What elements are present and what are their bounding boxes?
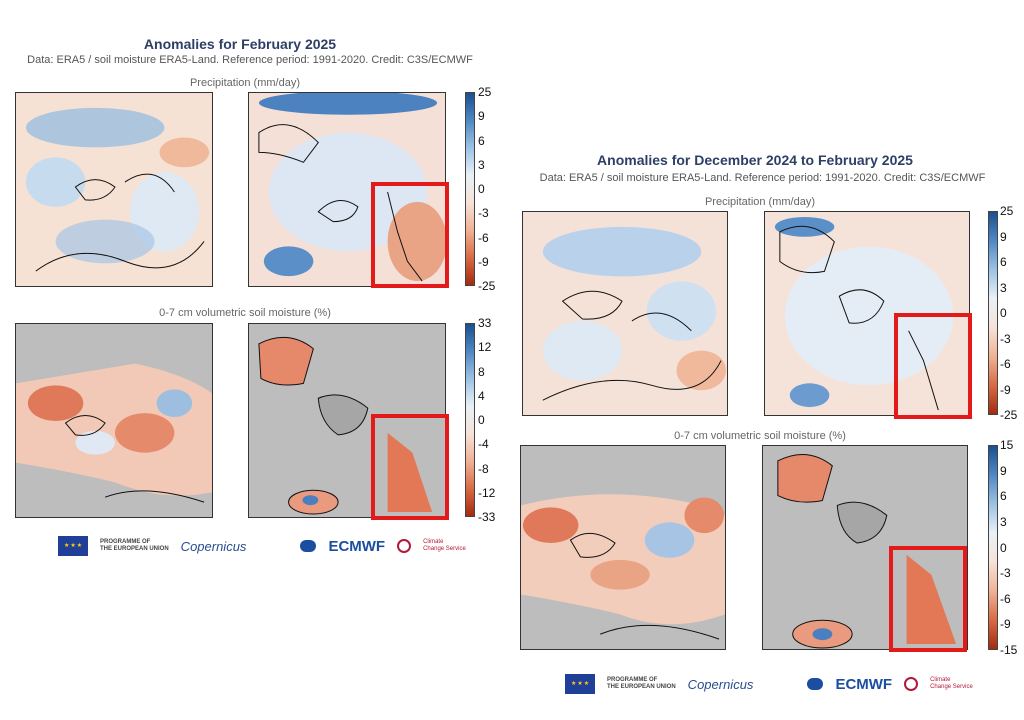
right-precip-label: Precipitation (mm/day) <box>704 196 816 208</box>
right-panel-subtitle: Data: ERA5 / soil moisture ERA5-Land. Re… <box>539 172 986 184</box>
ecmwf-logo: ECMWF <box>835 675 893 693</box>
tick: 15 <box>1000 438 1014 452</box>
tick: 25 <box>478 85 492 99</box>
tick: 6 <box>1000 489 1007 504</box>
tick: 9 <box>1000 463 1007 478</box>
tick: 6 <box>1000 255 1007 269</box>
tick: -4 <box>478 437 489 452</box>
tick: -3 <box>1000 331 1011 346</box>
tick: -8 <box>478 461 489 476</box>
tick: 12 <box>478 340 492 355</box>
copernicus-logo: Copernicus <box>180 538 247 554</box>
tick: -15 <box>1000 643 1018 657</box>
eu-programme-text: PROGRAMME OF THE EUROPEAN UNION <box>100 539 169 552</box>
tick: 0 <box>478 413 485 427</box>
right-panel-title: Anomalies for December 2024 to February … <box>597 152 913 168</box>
tick: -33 <box>478 510 496 524</box>
c3s-text: Climate Change Service <box>930 677 973 690</box>
tick: -25 <box>1000 408 1018 422</box>
tick: 4 <box>478 388 485 403</box>
right-soil-highlight-box <box>889 546 967 652</box>
tick: 25 <box>1000 204 1014 218</box>
left-panel-title: Anomalies for February 2025 <box>143 36 337 52</box>
tick: 9 <box>478 109 485 124</box>
right-soil-arctic-map <box>520 445 726 650</box>
tick: -6 <box>478 230 489 245</box>
right-precip-colorbar <box>988 211 998 415</box>
ecmwf-icon <box>807 678 824 690</box>
tick: 6 <box>478 133 485 148</box>
tick: -12 <box>478 485 496 500</box>
right-precip-arctic-map <box>522 211 728 416</box>
tick: -9 <box>1000 382 1011 397</box>
left-soil-label: 0-7 cm volumetric soil moisture (%) <box>159 307 331 319</box>
left-soil-colorbar <box>465 323 475 517</box>
left-panel-subtitle: Data: ERA5 / soil moisture ERA5-Land. Re… <box>27 54 473 66</box>
right-soil-colorbar <box>988 445 998 650</box>
eu-flag-icon <box>565 674 595 694</box>
tick: 0 <box>1000 540 1007 555</box>
tick: -6 <box>1000 357 1011 371</box>
c3s-icon <box>904 677 919 691</box>
tick: 9 <box>1000 229 1007 244</box>
left-precip-arctic-map <box>15 92 213 287</box>
tick: -9 <box>478 254 489 269</box>
left-precip-colorbar <box>465 92 475 286</box>
left-soil-highlight-box <box>371 414 449 520</box>
tick: 3 <box>1000 280 1007 295</box>
tick: 8 <box>478 364 485 379</box>
left-precip-highlight-box <box>371 182 449 288</box>
ecmwf-icon <box>300 540 317 552</box>
c3s-icon <box>397 539 412 553</box>
tick: 3 <box>1000 514 1007 529</box>
tick: 3 <box>478 157 485 172</box>
tick: -3 <box>478 206 489 221</box>
tick: 33 <box>478 316 492 330</box>
right-soil-label: 0-7 cm volumetric soil moisture (%) <box>674 430 846 442</box>
tick: -9 <box>1000 617 1011 632</box>
tick: -6 <box>1000 591 1011 606</box>
left-precip-label: Precipitation (mm/day) <box>189 77 301 89</box>
tick: -3 <box>1000 566 1011 581</box>
left-soil-antarctic-map <box>248 323 446 518</box>
c3s-text: Climate Change Service <box>423 539 466 552</box>
eu-flag-icon <box>58 536 88 556</box>
eu-programme-text: PROGRAMME OF THE EUROPEAN UNION <box>607 677 676 690</box>
ecmwf-logo: ECMWF <box>328 537 386 555</box>
left-soil-arctic-map <box>15 323 213 518</box>
tick: 0 <box>1000 306 1007 320</box>
copernicus-logo: Copernicus <box>687 676 754 692</box>
tick: -25 <box>478 279 496 293</box>
right-precip-highlight-box <box>894 313 972 419</box>
tick: 0 <box>478 182 485 196</box>
